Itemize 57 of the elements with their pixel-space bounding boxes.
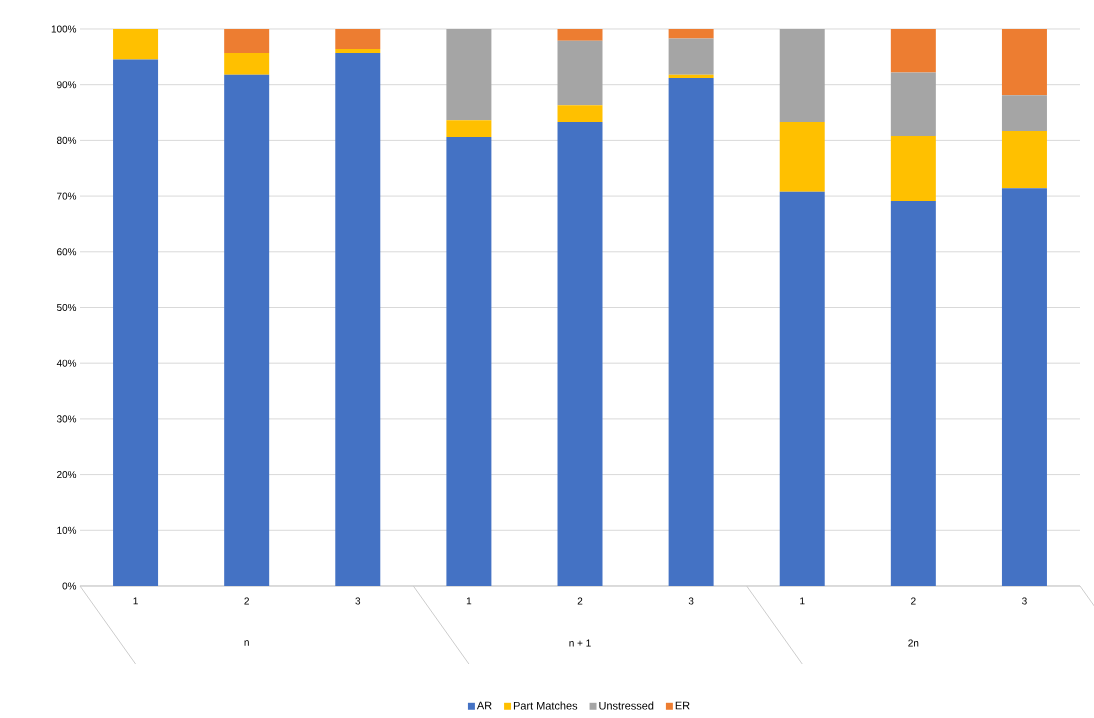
y-tick-label: 10% bbox=[57, 526, 77, 534]
x-tick-label: 3 bbox=[688, 597, 694, 605]
bar bbox=[668, 28, 714, 39]
bar bbox=[557, 122, 603, 586]
bar bbox=[779, 122, 825, 192]
y-tick-label: 60% bbox=[57, 248, 77, 256]
x-tick-label: 2 bbox=[577, 597, 583, 605]
bar bbox=[890, 201, 936, 586]
bar bbox=[224, 52, 270, 75]
y-tick-label: 20% bbox=[57, 471, 77, 479]
legend-label: Unstressed bbox=[599, 701, 654, 710]
x-tick-label: 2 bbox=[244, 597, 249, 605]
bar bbox=[335, 49, 381, 53]
bar bbox=[224, 74, 270, 586]
x-tick-label: 1 bbox=[466, 597, 472, 605]
bar bbox=[113, 59, 159, 586]
x-tick-label: 3 bbox=[355, 597, 361, 605]
legend-label: ER bbox=[675, 701, 690, 710]
bar bbox=[668, 78, 714, 586]
bar bbox=[557, 105, 603, 122]
bar bbox=[446, 120, 492, 138]
y-tick-label: 30% bbox=[56, 415, 77, 423]
text: 2n bbox=[908, 639, 919, 647]
bar bbox=[446, 28, 492, 121]
bar bbox=[1001, 95, 1047, 131]
x-tick-label: 3 bbox=[1022, 597, 1027, 605]
bar bbox=[890, 135, 936, 202]
bar bbox=[446, 137, 492, 586]
bar bbox=[890, 28, 936, 73]
y-tick-label: 80% bbox=[56, 136, 77, 144]
y-tick-label: 50% bbox=[56, 303, 77, 312]
bar bbox=[557, 40, 603, 106]
bar bbox=[890, 72, 936, 136]
bar bbox=[335, 28, 381, 50]
bar bbox=[779, 191, 825, 586]
y-tick-label: 70% bbox=[57, 192, 77, 200]
y-tick-label: 40% bbox=[56, 359, 77, 367]
bar bbox=[668, 38, 714, 75]
y-tick-label: 90% bbox=[57, 81, 77, 89]
bar bbox=[1001, 28, 1047, 96]
y-tick-label: 100% bbox=[51, 25, 77, 33]
bar bbox=[1001, 130, 1047, 189]
legend-label: Part Matches bbox=[513, 701, 578, 710]
x-tick-label: 2 bbox=[911, 597, 916, 605]
y-tick-label: 0% bbox=[62, 582, 77, 590]
bar bbox=[668, 74, 714, 78]
bar bbox=[779, 28, 825, 122]
text: n bbox=[244, 640, 249, 646]
x-tick-label: 1 bbox=[800, 597, 805, 605]
bar bbox=[335, 52, 381, 586]
bar bbox=[1001, 188, 1047, 586]
legend-label: AR bbox=[476, 701, 492, 710]
x-tick-label: 1 bbox=[133, 597, 138, 605]
text: n + 1 bbox=[569, 639, 591, 647]
bar bbox=[113, 28, 159, 60]
bar bbox=[224, 28, 270, 53]
bar bbox=[557, 28, 603, 41]
